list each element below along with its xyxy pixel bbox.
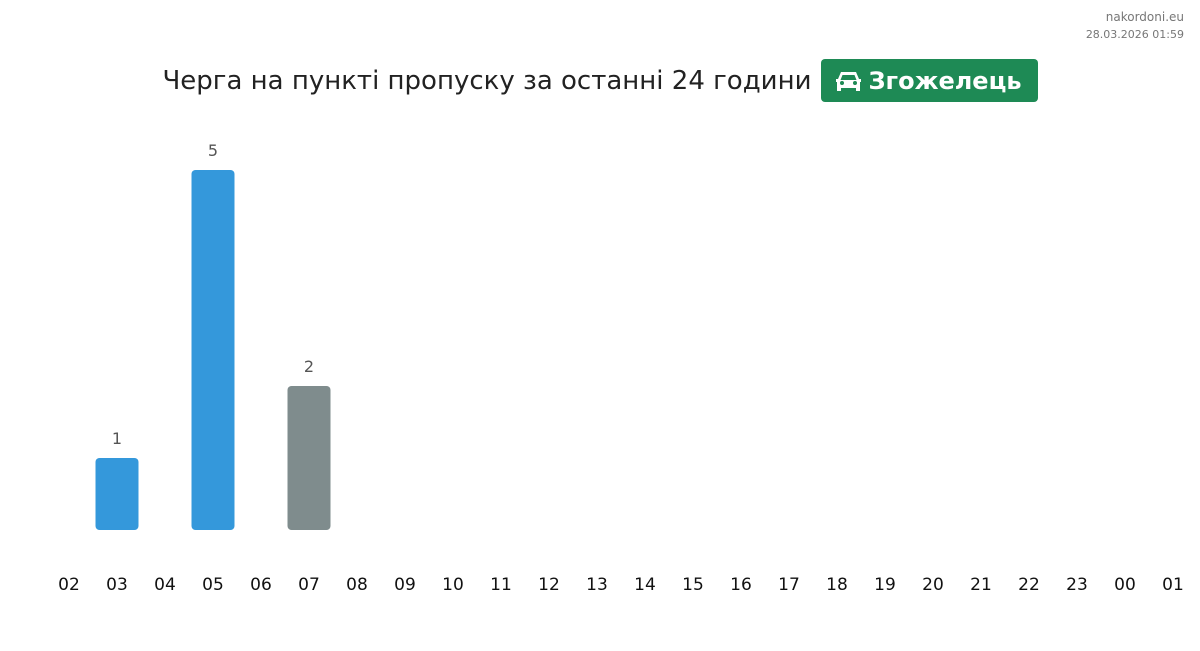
x-tick-label: 00 <box>1114 575 1136 595</box>
x-tick-label: 19 <box>874 575 896 595</box>
x-tick-label: 04 <box>154 575 176 595</box>
meta: nakordoni.eu 28.03.2026 01:59 <box>1086 9 1184 43</box>
x-tick-label: 18 <box>826 575 848 595</box>
site: nakordoni.eu <box>1105 10 1184 24</box>
data-label: 2 <box>304 357 314 376</box>
x-tick-label: 07 <box>298 575 320 595</box>
x-tick-label: 15 <box>682 575 704 595</box>
x-tick-label: 23 <box>1066 575 1088 595</box>
chart-title: Черга на пункті пропуску за останні 24 г… <box>162 65 812 96</box>
x-tick-label: 13 <box>586 575 608 595</box>
bar <box>95 458 139 530</box>
car-icon <box>836 71 862 91</box>
x-tick-label: 05 <box>202 575 224 595</box>
x-tick-label: 21 <box>970 575 992 595</box>
x-tick-label: 09 <box>394 575 416 595</box>
x-tick-label: 11 <box>490 575 512 595</box>
timestamp: 28.03.2026 01:59 <box>1085 28 1184 41</box>
x-tick-label: 03 <box>106 575 128 595</box>
header: Черга на пункті пропуску за останні 24 г… <box>0 59 1200 102</box>
x-tick-label: 12 <box>538 575 560 595</box>
x-tick-label: 17 <box>778 575 800 595</box>
x-tick-label: 08 <box>346 575 368 595</box>
bar <box>287 386 331 530</box>
x-tick-label: 06 <box>250 575 272 595</box>
data-label: 5 <box>208 141 218 160</box>
bar <box>191 170 235 530</box>
data-label: 1 <box>112 429 122 448</box>
x-tick-label: 16 <box>730 575 752 595</box>
badge-text: Згожелець <box>868 66 1022 95</box>
x-tick-label: 14 <box>634 575 656 595</box>
x-tick-label: 10 <box>442 575 464 595</box>
badge[interactable]: Згожелець <box>821 59 1038 102</box>
x-tick-label: 02 <box>58 575 80 595</box>
x-tick-label: 01 <box>1162 575 1184 595</box>
x-tick-label: 20 <box>922 575 944 595</box>
x-tick-label: 22 <box>1018 575 1040 595</box>
